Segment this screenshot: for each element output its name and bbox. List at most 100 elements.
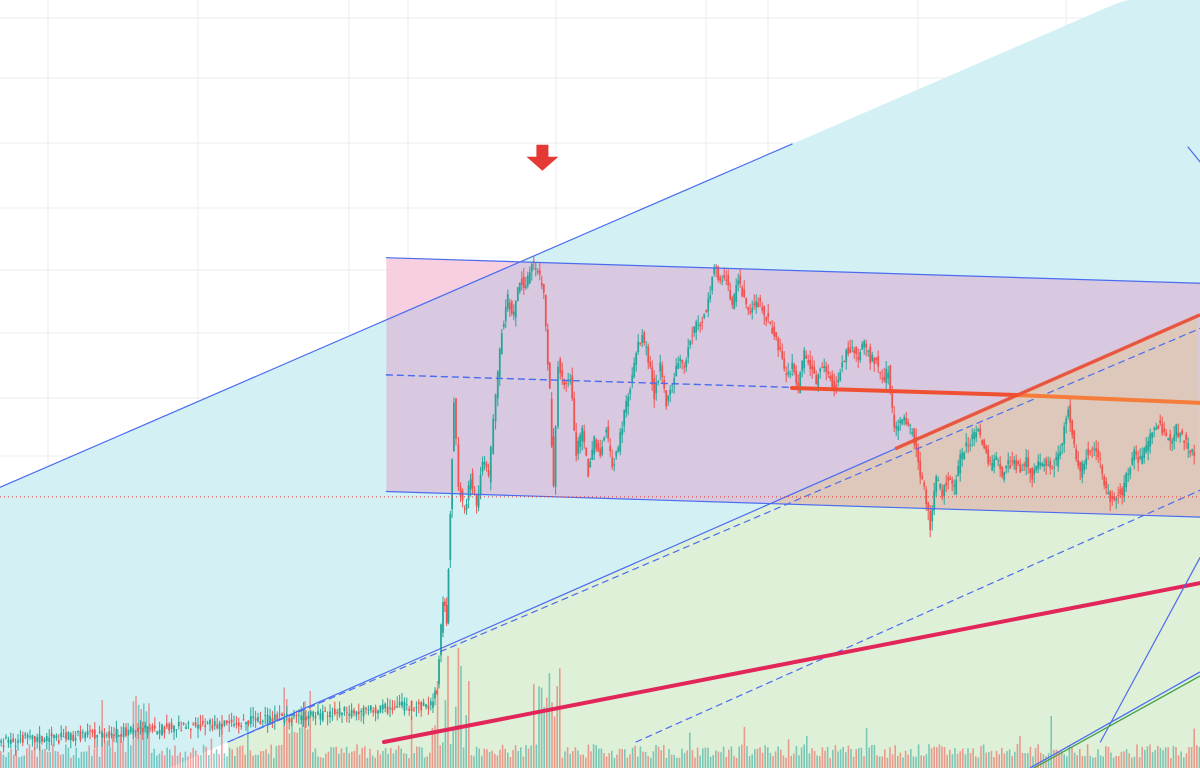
volume-bar xyxy=(369,748,371,768)
candle-body xyxy=(129,726,132,733)
volume-bar xyxy=(494,753,496,768)
volume-bar xyxy=(897,755,899,768)
volume-bar xyxy=(1154,749,1156,768)
volume-bar xyxy=(962,748,964,768)
candle-body xyxy=(156,731,159,735)
candle-body xyxy=(907,422,910,426)
red-trendline[interactable] xyxy=(790,385,1022,398)
volume-bar xyxy=(790,755,792,768)
volume-bar xyxy=(548,673,551,768)
lower-channel-mid[interactable] xyxy=(635,489,1200,743)
volume-bar xyxy=(988,752,990,768)
wide-channel-upper[interactable] xyxy=(0,143,793,488)
bottom-right-channel-line[interactable] xyxy=(1029,671,1200,768)
volume-bar xyxy=(13,754,15,768)
volume-bar xyxy=(605,756,608,768)
steep-line-b[interactable] xyxy=(1187,146,1200,163)
volume-bar xyxy=(512,749,514,768)
bottom-right-channel-line[interactable] xyxy=(1033,675,1200,768)
volume-bar xyxy=(111,734,114,768)
rectangle-channel-mid[interactable] xyxy=(385,374,793,389)
rectangle-channel-top[interactable] xyxy=(385,257,1200,284)
candle-body xyxy=(1145,445,1148,452)
volume-bar xyxy=(478,748,480,768)
candle-body xyxy=(671,384,674,386)
orange-trendline[interactable] xyxy=(1018,393,1200,405)
volume-bar xyxy=(639,746,642,768)
volume-bar xyxy=(972,748,974,768)
volume-bar xyxy=(694,757,696,768)
volume-bar xyxy=(595,745,597,768)
candle-body xyxy=(953,484,956,487)
candle-body xyxy=(420,701,423,711)
candle-body xyxy=(1083,464,1086,470)
volume-bar xyxy=(811,748,813,768)
candle-body xyxy=(7,739,10,743)
volume-bar xyxy=(395,749,397,768)
candle-body xyxy=(725,279,728,281)
volume-bar xyxy=(416,746,418,768)
volume-bar xyxy=(780,749,782,768)
candle-body xyxy=(170,723,173,730)
red-rising-trendline[interactable] xyxy=(894,313,1200,451)
volume-bar xyxy=(124,752,127,768)
candle-body xyxy=(615,451,618,457)
volume-bar xyxy=(709,756,712,768)
candle-body xyxy=(548,362,551,389)
candle-body xyxy=(252,716,255,719)
candle-body xyxy=(405,703,408,705)
volume-bar xyxy=(483,748,486,768)
candle-body xyxy=(649,361,652,367)
candle-body xyxy=(74,738,77,741)
candle-body xyxy=(1107,491,1110,494)
volume-bar xyxy=(210,738,213,768)
steep-line-a[interactable] xyxy=(1099,556,1200,743)
candle-body xyxy=(1187,442,1190,449)
candle-body xyxy=(278,713,281,715)
volume-bar xyxy=(1089,755,1091,768)
volume-bar xyxy=(756,748,759,768)
volume-bar xyxy=(52,744,54,768)
volume-bar xyxy=(751,754,753,768)
candle-body xyxy=(673,378,676,385)
candle-body xyxy=(735,285,738,302)
volume-bar xyxy=(803,744,805,768)
candle-body xyxy=(187,722,190,724)
candle-body xyxy=(1121,488,1124,496)
volume-bar xyxy=(62,754,64,768)
volume-bar xyxy=(956,753,959,768)
volume-bar xyxy=(273,757,275,768)
candle-body xyxy=(413,709,415,711)
candle-body xyxy=(861,343,864,350)
candle-body xyxy=(45,736,48,742)
drawing-layer[interactable] xyxy=(0,143,1200,768)
candle-body xyxy=(552,436,555,486)
volume-bar xyxy=(1144,749,1146,768)
candle-body xyxy=(1003,472,1006,480)
candle-body xyxy=(479,475,482,495)
candle-body xyxy=(305,716,307,721)
candle-body xyxy=(500,333,503,355)
pink-trendline[interactable] xyxy=(382,581,1200,744)
candle-body xyxy=(927,502,930,511)
candle-body xyxy=(1037,461,1040,469)
candle-body xyxy=(977,429,980,432)
candle-body xyxy=(14,745,17,747)
candle-body xyxy=(933,490,936,511)
volume-bar xyxy=(31,750,33,768)
volume-bar xyxy=(39,745,41,768)
candle-body xyxy=(213,721,216,726)
volume-bar xyxy=(683,752,686,768)
volume-bar xyxy=(260,751,262,768)
volume-bar xyxy=(720,752,722,768)
candle-body xyxy=(915,437,918,449)
candle-body xyxy=(410,700,413,712)
candle-body xyxy=(269,715,271,723)
volume-bar xyxy=(257,754,259,768)
volume-bar xyxy=(837,751,839,768)
volume-bar xyxy=(598,748,600,768)
rectangle-channel-bottom[interactable] xyxy=(385,490,1200,518)
candle-body xyxy=(653,378,656,400)
